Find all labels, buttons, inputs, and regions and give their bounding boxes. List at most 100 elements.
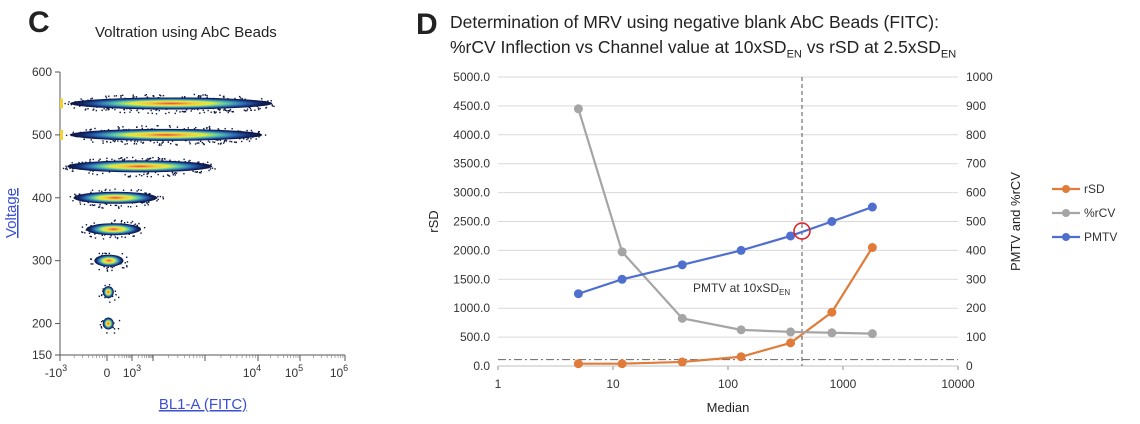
- density-speckle: [161, 158, 163, 160]
- density-speckle: [100, 326, 103, 328]
- density-speckle: [108, 108, 110, 110]
- density-speckle: [202, 109, 205, 111]
- density-speckle: [111, 107, 114, 110]
- density-speckle: [158, 144, 160, 146]
- density-speckle: [107, 128, 110, 131]
- density-speckle: [257, 107, 260, 109]
- density-population: [102, 317, 114, 330]
- density-speckle: [101, 190, 103, 193]
- density-speckle: [138, 174, 141, 176]
- density-speckle: [132, 235, 135, 237]
- data-point-pct-rcv: [617, 247, 627, 257]
- density-speckle: [89, 128, 92, 131]
- density-speckle: [85, 129, 87, 131]
- density-speckle: [113, 95, 116, 97]
- density-speckle: [229, 108, 232, 111]
- density-speckle: [101, 109, 103, 112]
- density-speckle: [250, 138, 252, 140]
- density-speckle: [183, 173, 185, 175]
- density-speckle: [147, 172, 149, 175]
- density-speckle: [102, 288, 104, 290]
- density-speckle: [176, 126, 179, 128]
- right-axis-tick-label: 600: [966, 186, 986, 200]
- density-population: [73, 191, 158, 204]
- density-speckle: [81, 226, 84, 228]
- density-speckle: [129, 176, 131, 178]
- density-speckle: [145, 202, 148, 204]
- density-speckle: [199, 95, 201, 97]
- right-axis-tick-label: 900: [966, 99, 986, 113]
- density-speckle: [107, 266, 109, 269]
- density-speckle: [90, 191, 92, 194]
- data-point-pct-rcv: [867, 329, 877, 339]
- density-speckle: [174, 112, 176, 115]
- density-speckle: [217, 128, 219, 130]
- density-speckle: [135, 143, 138, 145]
- density-speckle: [88, 232, 91, 234]
- right-axis-tick-label: 800: [966, 128, 986, 142]
- right-axis-tick-label: 0: [966, 359, 973, 373]
- data-point-rsd: [677, 357, 687, 367]
- density-speckle: [120, 94, 122, 97]
- left-x-tick-label: -103: [45, 363, 67, 380]
- density-speckle: [62, 167, 65, 170]
- density-speckle: [151, 112, 153, 115]
- density-speckle: [114, 219, 116, 222]
- density-speckle: [98, 206, 100, 209]
- density-speckle: [208, 128, 211, 130]
- density-speckle: [105, 252, 107, 255]
- density-speckle: [193, 93, 196, 96]
- density-speckle: [90, 98, 92, 100]
- density-speckle: [233, 141, 236, 143]
- density-speckle: [81, 231, 84, 234]
- density-speckle: [199, 140, 202, 142]
- density-speckle: [223, 140, 226, 143]
- density-speckle: [222, 142, 225, 144]
- left-axis-tick-label: 500.0: [460, 330, 490, 344]
- density-speckle: [241, 97, 243, 100]
- density-speckle: [123, 111, 126, 114]
- density-speckle: [219, 139, 222, 141]
- density-speckle: [258, 136, 260, 138]
- data-point-pct-rcv: [573, 104, 583, 114]
- density-speckle: [135, 96, 138, 98]
- density-speckle: [192, 170, 194, 172]
- density-speckle: [131, 220, 134, 223]
- density-speckle: [125, 256, 128, 258]
- density-speckle: [95, 109, 98, 112]
- density-speckle: [107, 107, 109, 110]
- data-point-pmtv: [573, 289, 583, 299]
- left-y-tick-label: 600: [32, 65, 52, 79]
- density-speckle: [162, 94, 165, 97]
- density-speckle: [206, 96, 208, 99]
- density-speckle: [141, 125, 143, 127]
- density-speckle: [102, 320, 104, 322]
- legend-label-pct-rcv: %rCV: [1084, 206, 1115, 220]
- density-speckle: [244, 98, 246, 100]
- density-speckle: [89, 204, 92, 206]
- density-speckle: [129, 175, 131, 177]
- annotation-subscript: EN: [779, 288, 790, 297]
- density-speckle: [246, 138, 248, 141]
- density-speckle: [108, 171, 111, 173]
- density-speckle: [216, 139, 219, 141]
- density-speckle: [106, 269, 109, 271]
- panel-letter-c: C: [28, 6, 50, 39]
- density-speckle: [121, 236, 123, 238]
- density-speckle: [112, 139, 114, 142]
- density-population: [102, 286, 114, 299]
- density-speckle: [109, 141, 112, 144]
- density-speckle: [114, 108, 116, 111]
- density-speckle: [101, 252, 104, 255]
- density-speckle: [198, 161, 200, 163]
- density-speckle: [87, 201, 89, 204]
- density-speckle: [152, 156, 154, 159]
- density-speckle: [157, 125, 159, 127]
- density-speckle: [207, 109, 209, 112]
- density-speckle: [210, 111, 212, 113]
- density-speckle: [158, 109, 160, 112]
- density-speckle: [146, 96, 149, 98]
- density-speckle: [71, 170, 74, 172]
- density-speckle: [267, 100, 269, 102]
- density-speckle: [242, 138, 245, 140]
